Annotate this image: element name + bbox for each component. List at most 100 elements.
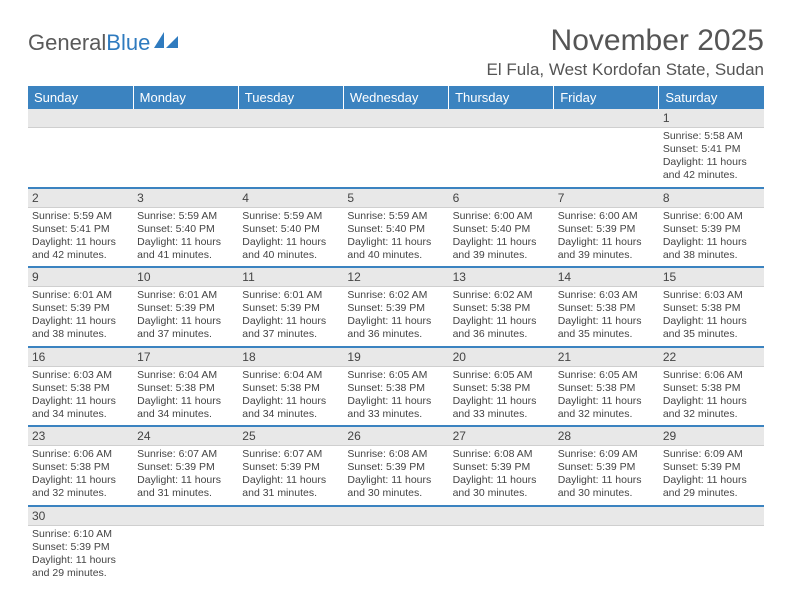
daylight-line: Daylight: 11 hours and 32 minutes. (663, 395, 760, 421)
day-number: 1 (659, 109, 764, 128)
sunset-line: Sunset: 5:39 PM (32, 541, 129, 554)
sunset-line: Sunset: 5:38 PM (453, 302, 550, 315)
sunset-line: Sunset: 5:38 PM (453, 382, 550, 395)
day-details: Sunrise: 6:00 AMSunset: 5:40 PMDaylight:… (449, 208, 554, 267)
day-details: Sunrise: 6:08 AMSunset: 5:39 PMDaylight:… (449, 446, 554, 505)
sunset-line: Sunset: 5:38 PM (32, 461, 129, 474)
day-number: 22 (659, 348, 764, 367)
sunrise-line: Sunrise: 6:06 AM (663, 369, 760, 382)
location-subtitle: El Fula, West Kordofan State, Sudan (486, 60, 764, 80)
day-cell: 9Sunrise: 6:01 AMSunset: 5:39 PMDaylight… (28, 267, 133, 347)
day-number: 3 (133, 189, 238, 208)
day-number: 30 (28, 507, 133, 526)
day-number (238, 507, 343, 526)
sunset-line: Sunset: 5:38 PM (663, 302, 760, 315)
sunset-line: Sunset: 5:39 PM (558, 461, 655, 474)
sunrise-line: Sunrise: 6:04 AM (137, 369, 234, 382)
daylight-line: Daylight: 11 hours and 42 minutes. (663, 156, 760, 182)
sunset-line: Sunset: 5:39 PM (137, 461, 234, 474)
weekday-header: Friday (554, 86, 659, 109)
empty-cell (554, 506, 659, 585)
weekday-header: Sunday (28, 86, 133, 109)
empty-cell (238, 109, 343, 188)
sunrise-line: Sunrise: 6:05 AM (347, 369, 444, 382)
calendar-row: 1Sunrise: 5:58 AMSunset: 5:41 PMDaylight… (28, 109, 764, 188)
sunset-line: Sunset: 5:39 PM (137, 302, 234, 315)
daylight-line: Daylight: 11 hours and 32 minutes. (558, 395, 655, 421)
day-details: Sunrise: 6:06 AMSunset: 5:38 PMDaylight:… (659, 367, 764, 426)
day-number: 29 (659, 427, 764, 446)
sunset-line: Sunset: 5:40 PM (347, 223, 444, 236)
day-number (449, 507, 554, 526)
calendar-table: SundayMondayTuesdayWednesdayThursdayFrid… (28, 86, 764, 584)
day-cell: 3Sunrise: 5:59 AMSunset: 5:40 PMDaylight… (133, 188, 238, 268)
day-number: 17 (133, 348, 238, 367)
sunset-line: Sunset: 5:40 PM (137, 223, 234, 236)
sunrise-line: Sunrise: 5:59 AM (242, 210, 339, 223)
day-cell: 15Sunrise: 6:03 AMSunset: 5:38 PMDayligh… (659, 267, 764, 347)
calendar-row: 2Sunrise: 5:59 AMSunset: 5:41 PMDaylight… (28, 188, 764, 268)
empty-cell (343, 109, 448, 188)
day-number: 20 (449, 348, 554, 367)
calendar-row: 9Sunrise: 6:01 AMSunset: 5:39 PMDaylight… (28, 267, 764, 347)
daylight-line: Daylight: 11 hours and 33 minutes. (347, 395, 444, 421)
sunset-line: Sunset: 5:39 PM (663, 461, 760, 474)
weekday-header-row: SundayMondayTuesdayWednesdayThursdayFrid… (28, 86, 764, 109)
daylight-line: Daylight: 11 hours and 36 minutes. (347, 315, 444, 341)
daylight-line: Daylight: 11 hours and 35 minutes. (663, 315, 760, 341)
day-number: 7 (554, 189, 659, 208)
empty-cell (133, 109, 238, 188)
empty-cell (133, 506, 238, 585)
day-cell: 24Sunrise: 6:07 AMSunset: 5:39 PMDayligh… (133, 426, 238, 506)
sunrise-line: Sunrise: 6:05 AM (558, 369, 655, 382)
weekday-header: Monday (133, 86, 238, 109)
day-number: 23 (28, 427, 133, 446)
sunset-line: Sunset: 5:39 PM (242, 302, 339, 315)
day-cell: 19Sunrise: 6:05 AMSunset: 5:38 PMDayligh… (343, 347, 448, 427)
day-number (554, 507, 659, 526)
day-details: Sunrise: 6:03 AMSunset: 5:38 PMDaylight:… (659, 287, 764, 346)
day-number: 2 (28, 189, 133, 208)
daylight-line: Daylight: 11 hours and 31 minutes. (137, 474, 234, 500)
daylight-line: Daylight: 11 hours and 37 minutes. (137, 315, 234, 341)
empty-cell (449, 109, 554, 188)
daylight-line: Daylight: 11 hours and 39 minutes. (558, 236, 655, 262)
day-number: 12 (343, 268, 448, 287)
sunrise-line: Sunrise: 6:09 AM (558, 448, 655, 461)
day-number: 25 (238, 427, 343, 446)
logo-word-general: General (28, 30, 106, 56)
sunrise-line: Sunrise: 5:59 AM (32, 210, 129, 223)
day-cell: 4Sunrise: 5:59 AMSunset: 5:40 PMDaylight… (238, 188, 343, 268)
daylight-line: Daylight: 11 hours and 38 minutes. (32, 315, 129, 341)
sunset-line: Sunset: 5:38 PM (242, 382, 339, 395)
sunrise-line: Sunrise: 6:00 AM (663, 210, 760, 223)
daylight-line: Daylight: 11 hours and 33 minutes. (453, 395, 550, 421)
sunset-line: Sunset: 5:39 PM (558, 223, 655, 236)
daylight-line: Daylight: 11 hours and 36 minutes. (453, 315, 550, 341)
sunset-line: Sunset: 5:38 PM (137, 382, 234, 395)
day-number: 15 (659, 268, 764, 287)
sunrise-line: Sunrise: 6:08 AM (453, 448, 550, 461)
day-cell: 23Sunrise: 6:06 AMSunset: 5:38 PMDayligh… (28, 426, 133, 506)
daylight-line: Daylight: 11 hours and 34 minutes. (137, 395, 234, 421)
day-details: Sunrise: 5:59 AMSunset: 5:41 PMDaylight:… (28, 208, 133, 267)
daylight-line: Daylight: 11 hours and 40 minutes. (347, 236, 444, 262)
sunset-line: Sunset: 5:39 PM (453, 461, 550, 474)
sunrise-line: Sunrise: 5:58 AM (663, 130, 760, 143)
sunrise-line: Sunrise: 6:10 AM (32, 528, 129, 541)
day-details: Sunrise: 6:04 AMSunset: 5:38 PMDaylight:… (133, 367, 238, 426)
weekday-header: Wednesday (343, 86, 448, 109)
day-details: Sunrise: 6:08 AMSunset: 5:39 PMDaylight:… (343, 446, 448, 505)
day-number (659, 507, 764, 526)
sunrise-line: Sunrise: 6:07 AM (242, 448, 339, 461)
calendar-row: 30Sunrise: 6:10 AMSunset: 5:39 PMDayligh… (28, 506, 764, 585)
day-cell: 17Sunrise: 6:04 AMSunset: 5:38 PMDayligh… (133, 347, 238, 427)
day-number: 10 (133, 268, 238, 287)
day-details: Sunrise: 5:59 AMSunset: 5:40 PMDaylight:… (133, 208, 238, 267)
day-details: Sunrise: 6:03 AMSunset: 5:38 PMDaylight:… (554, 287, 659, 346)
day-cell: 20Sunrise: 6:05 AMSunset: 5:38 PMDayligh… (449, 347, 554, 427)
day-cell: 11Sunrise: 6:01 AMSunset: 5:39 PMDayligh… (238, 267, 343, 347)
day-details: Sunrise: 6:00 AMSunset: 5:39 PMDaylight:… (554, 208, 659, 267)
sunrise-line: Sunrise: 5:59 AM (137, 210, 234, 223)
empty-cell (238, 506, 343, 585)
